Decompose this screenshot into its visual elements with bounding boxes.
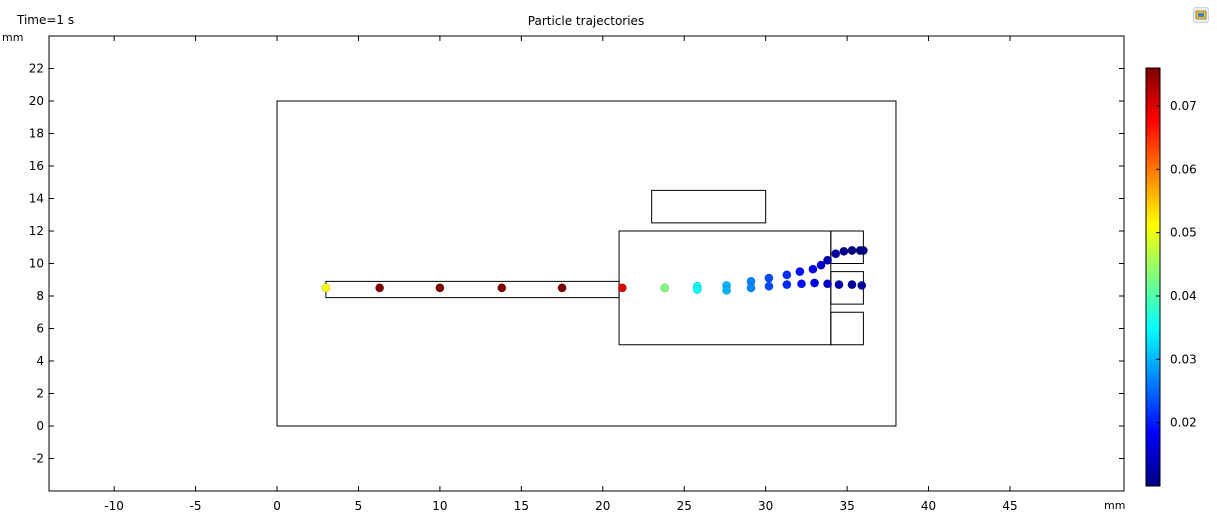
particle-point xyxy=(823,255,833,265)
x-tick-label: 0 xyxy=(273,499,281,513)
y-tick-label: 12 xyxy=(29,224,44,238)
x-tick-label: 5 xyxy=(355,499,363,513)
y-axis-ticks: -2 0 2 4 6 8 10 12 14 16 18 20 22 xyxy=(29,62,1124,466)
y-tick-label: 0 xyxy=(36,419,44,433)
particle-point xyxy=(858,246,868,256)
colorbar-tick-label: 0.06 xyxy=(1170,162,1197,176)
camera-snapshot-icon[interactable] xyxy=(1193,7,1209,23)
particle-point xyxy=(557,283,567,293)
x-tick-label: 35 xyxy=(839,499,854,513)
y-tick-label: 22 xyxy=(29,62,44,76)
x-tick-label: -5 xyxy=(190,499,202,513)
y-tick-label: 14 xyxy=(29,192,44,206)
particle-point xyxy=(831,249,841,259)
x-tick-label: 15 xyxy=(514,499,529,513)
particle-point xyxy=(497,283,507,293)
particle-point xyxy=(692,284,702,294)
particle-point xyxy=(839,246,849,256)
particle-point xyxy=(834,280,844,290)
particle-point xyxy=(782,280,792,290)
particle-point xyxy=(810,278,820,288)
y-tick-label: -2 xyxy=(32,452,44,466)
time-label: Time=1 s xyxy=(17,13,75,27)
particle-point xyxy=(321,283,331,293)
particle-point xyxy=(823,279,833,289)
colorbar-tick-label: 0.03 xyxy=(1170,352,1197,366)
x-tick-label: 25 xyxy=(677,499,692,513)
particle-point xyxy=(660,283,670,293)
particle-point xyxy=(746,283,756,293)
geometry-rect xyxy=(830,311,864,346)
colorbar-tick-label: 0.04 xyxy=(1170,289,1197,303)
geometry-rect xyxy=(325,280,620,299)
y-tick-label: 6 xyxy=(36,322,44,336)
y-tick-label: 4 xyxy=(36,354,44,368)
geometry-rect xyxy=(651,189,767,224)
axes-frame xyxy=(48,35,1125,492)
particle-point xyxy=(722,285,732,295)
particle-point xyxy=(847,246,857,256)
plot-title: Particle trajectories xyxy=(527,14,645,28)
particle-point xyxy=(857,280,867,290)
particle-point xyxy=(796,279,806,289)
x-tick-label: 30 xyxy=(758,499,773,513)
particle-point xyxy=(435,283,445,293)
y-axis-unit: mm xyxy=(2,31,24,44)
geometry-rect xyxy=(276,100,897,427)
y-tick-label: 18 xyxy=(29,127,44,141)
x-tick-label: -10 xyxy=(104,499,124,513)
particle-layer xyxy=(321,246,868,295)
particle-point xyxy=(764,273,774,283)
y-tick-label: 16 xyxy=(29,159,44,173)
particle-point xyxy=(816,260,826,270)
x-tick-label: 40 xyxy=(921,499,936,513)
geometry-layer xyxy=(276,100,897,427)
colorbar: 0.02 0.03 0.04 0.05 0.06 0.07 xyxy=(1145,67,1197,487)
x-axis-ticks: -10 -5 0 5 10 15 20 25 30 35 40 45 xyxy=(104,36,1018,513)
particle-point xyxy=(795,267,805,277)
y-tick-label: 8 xyxy=(36,289,44,303)
y-tick-label: 2 xyxy=(36,387,44,401)
particle-point xyxy=(782,270,792,280)
colorbar-tick-label: 0.07 xyxy=(1170,99,1197,113)
colorbar-tick-label: 0.02 xyxy=(1170,416,1197,430)
particle-point xyxy=(847,280,857,290)
x-tick-label: 45 xyxy=(1002,499,1017,513)
particle-point xyxy=(617,283,627,293)
particle-point xyxy=(375,283,385,293)
colorbar-gradient xyxy=(1145,67,1161,487)
particle-point xyxy=(808,264,818,274)
colorbar-tick-label: 0.05 xyxy=(1170,226,1197,240)
x-axis-unit: mm xyxy=(1104,499,1126,512)
y-tick-label: 20 xyxy=(29,94,44,108)
x-tick-label: 20 xyxy=(595,499,610,513)
particle-point xyxy=(764,281,774,291)
y-tick-label: 10 xyxy=(29,257,44,271)
x-tick-label: 10 xyxy=(432,499,447,513)
